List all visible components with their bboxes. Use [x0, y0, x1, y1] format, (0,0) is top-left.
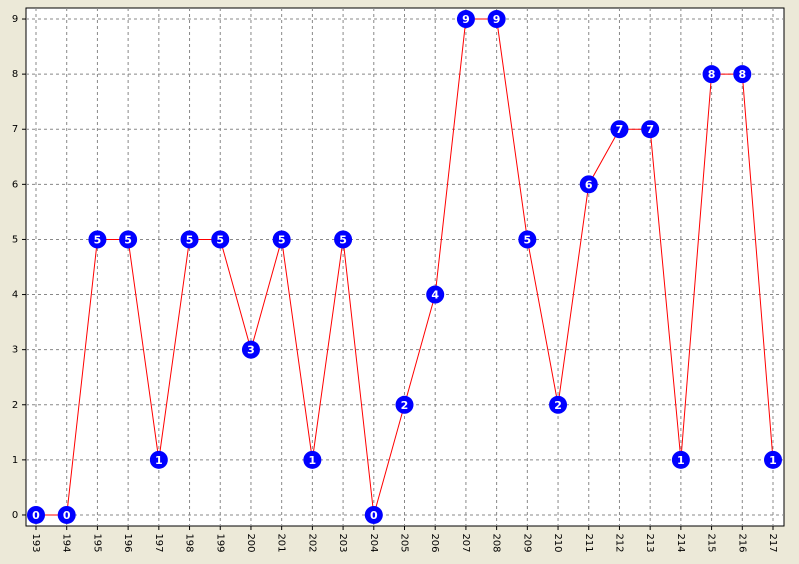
point-marker	[119, 230, 138, 249]
point-marker	[149, 450, 168, 469]
data-label: 9	[462, 13, 470, 26]
point-marker	[764, 450, 782, 469]
point-marker	[610, 120, 629, 139]
point-marker	[395, 395, 414, 414]
point-marker	[272, 230, 291, 249]
x-tick-label: 203	[337, 533, 348, 552]
data-label: 5	[216, 233, 224, 246]
point-marker	[364, 505, 383, 524]
x-tick-label: 196	[122, 533, 133, 552]
data-label: 2	[554, 399, 562, 412]
x-tick-label: 213	[644, 533, 655, 552]
data-label: 1	[155, 454, 163, 467]
data-label: 3	[247, 344, 255, 357]
point-marker	[88, 230, 107, 249]
data-label: 0	[370, 509, 378, 522]
point-marker	[241, 340, 260, 359]
x-tick-label: 209	[521, 533, 532, 552]
point-marker	[518, 230, 537, 249]
x-tick-label: 193	[30, 533, 41, 552]
data-label: 7	[616, 123, 624, 136]
point-marker	[303, 450, 322, 469]
x-tick-label: 208	[491, 533, 502, 552]
point-marker	[334, 230, 353, 249]
point-marker	[671, 450, 690, 469]
point-marker	[702, 65, 721, 84]
point-marker	[487, 10, 506, 29]
x-tick-label: 195	[91, 533, 102, 552]
y-tick-label: 8	[12, 69, 18, 80]
y-tick-label: 2	[12, 400, 18, 411]
data-label: 0	[32, 509, 40, 522]
data-label: 1	[309, 454, 317, 467]
point-marker	[641, 120, 660, 139]
y-tick-label: 9	[12, 14, 18, 25]
y-tick-label: 5	[12, 234, 18, 245]
x-tick-label: 197	[153, 533, 164, 552]
data-label: 5	[124, 233, 132, 246]
x-tick-label: 205	[399, 533, 410, 552]
x-tick-label: 216	[736, 533, 747, 552]
data-label: 5	[278, 233, 286, 246]
data-label: 7	[646, 123, 654, 136]
data-label: 5	[94, 233, 102, 246]
x-tick-label: 212	[613, 533, 624, 552]
data-label: 1	[769, 454, 777, 467]
point-marker	[211, 230, 230, 249]
data-label: 1	[677, 454, 685, 467]
point-marker	[579, 175, 598, 194]
x-tick-label: 210	[552, 533, 563, 552]
data-label: 5	[524, 233, 532, 246]
y-tick-label: 0	[12, 510, 18, 521]
y-tick-label: 4	[12, 290, 18, 301]
point-marker	[27, 505, 45, 524]
point-marker	[549, 395, 568, 414]
y-tick-label: 3	[12, 345, 18, 356]
x-tick-label: 194	[61, 533, 72, 552]
point-marker	[456, 10, 475, 29]
data-label: 8	[708, 68, 716, 81]
x-tick-label: 202	[306, 533, 317, 552]
x-tick-label: 204	[368, 533, 379, 552]
data-label: 6	[585, 178, 593, 191]
x-tick-label: 211	[583, 533, 594, 552]
data-label: 5	[339, 233, 347, 246]
point-marker	[733, 65, 752, 84]
x-tick-label: 206	[429, 533, 440, 552]
x-tick-label: 198	[184, 533, 195, 552]
y-tick-label: 7	[12, 124, 18, 135]
point-marker	[180, 230, 199, 249]
data-label: 9	[493, 13, 501, 26]
point-marker	[57, 505, 76, 524]
data-label: 5	[186, 233, 194, 246]
y-tick-label: 6	[12, 179, 18, 190]
point-marker	[426, 285, 445, 304]
x-tick-label: 201	[276, 533, 287, 552]
data-label: 2	[401, 399, 409, 412]
x-tick-label: 207	[460, 533, 471, 552]
x-tick-label: 199	[214, 533, 225, 552]
x-tick-label: 215	[706, 533, 717, 552]
x-tick-label: 214	[675, 533, 686, 552]
data-label: 4	[431, 289, 439, 302]
x-tick-label: 217	[767, 533, 778, 552]
x-tick-label: 200	[245, 533, 256, 552]
data-label: 8	[738, 68, 746, 81]
y-tick-label: 1	[12, 455, 18, 466]
data-label: 0	[63, 509, 71, 522]
